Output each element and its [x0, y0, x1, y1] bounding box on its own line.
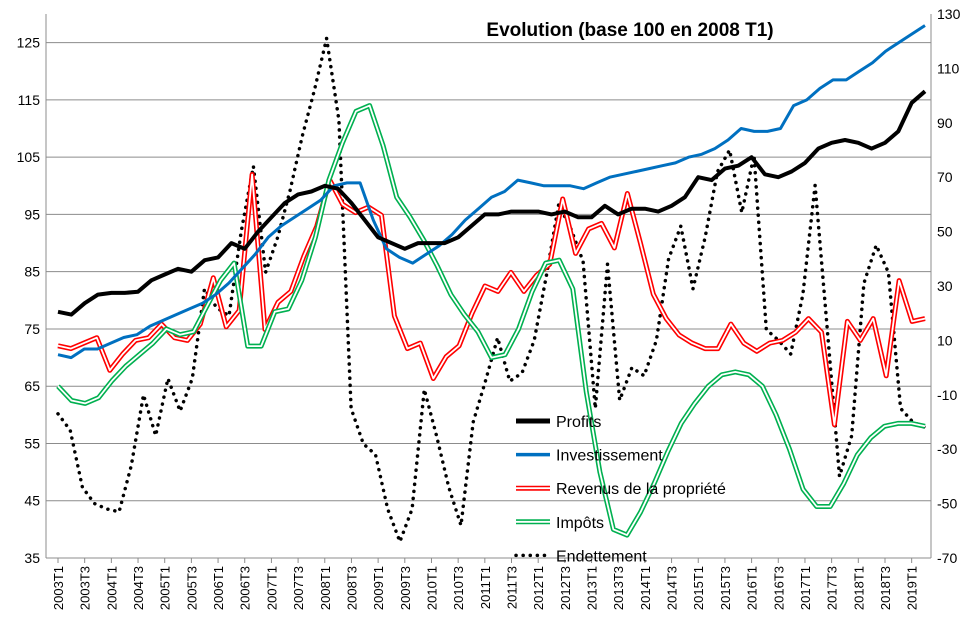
legend-item-impots: Impôts — [516, 515, 604, 532]
y-right-tick-label-8: 90 — [937, 115, 953, 131]
x-tick-label-29: 2017T3 — [825, 566, 840, 610]
x-tick-label-32: 2019T1 — [905, 566, 920, 610]
x-tick-label-12: 2009T1 — [371, 566, 386, 610]
legend: Profits Investissement Revenus de la propr… — [514, 414, 726, 565]
x-tick-label-22: 2014T1 — [638, 566, 653, 610]
legend-label-profits: Profits — [556, 414, 601, 431]
x-tick-label-0: 2003T1 — [51, 566, 66, 610]
x-tick-label-25: 2015T3 — [718, 566, 733, 610]
legend-item-revenus-de-la-propriete: Revenus de la propriété — [516, 481, 726, 498]
x-tick-label-16: 2011T1 — [478, 566, 493, 609]
x-tick-label-14: 2010T1 — [424, 566, 439, 610]
y-right-tick-label-1: -50 — [937, 496, 957, 512]
y-left-tick-label-2: 55 — [24, 435, 40, 451]
x-tick-label-27: 2016T3 — [771, 566, 786, 610]
y-right-tick-label-2: -30 — [937, 441, 957, 457]
legend-label-investissement: Investissement — [556, 448, 663, 465]
series-line-profits — [57, 89, 927, 317]
series-lines — [56, 24, 927, 544]
y-left-tick-label-5: 85 — [24, 264, 40, 280]
y-left-tick-label-1: 45 — [24, 493, 40, 509]
y-left-tick-label-4: 75 — [24, 321, 40, 337]
legend-label-revenus-de-la-propriete: Revenus de la propriété — [556, 481, 726, 498]
x-tick-label-7: 2006T3 — [238, 566, 253, 610]
x-tick-label-18: 2012T1 — [531, 566, 546, 610]
x-tick-label-6: 2006T1 — [211, 566, 226, 610]
x-tick-label-4: 2005T1 — [158, 566, 173, 610]
y-right-tick-label-4: 10 — [937, 332, 953, 348]
legend-item-profits: Profits — [516, 414, 601, 431]
x-tick-label-26: 2016T1 — [745, 566, 760, 610]
y-left-tick-label-0: 35 — [24, 550, 40, 566]
legend-item-endettement: Endettement — [514, 548, 647, 565]
x-tick-label-19: 2012T3 — [558, 566, 573, 610]
x-tick-label-17: 2011T3 — [505, 566, 520, 609]
x-tick-label-9: 2007T3 — [291, 566, 306, 610]
x-tick-label-28: 2017T1 — [798, 566, 813, 610]
axes — [45, 14, 932, 559]
x-tick-label-31: 2018T3 — [878, 566, 893, 610]
x-tick-label-24: 2015T1 — [691, 566, 706, 610]
x-tick-label-2: 2004T1 — [104, 566, 119, 610]
y-left-tick-label-7: 105 — [17, 149, 41, 165]
y-right-tick-label-6: 50 — [937, 224, 953, 240]
x-tick-label-5: 2005T3 — [184, 566, 199, 610]
y-left-tick-label-8: 115 — [18, 92, 41, 108]
series-line-core-impots — [57, 104, 926, 536]
x-tick-label-21: 2013T3 — [611, 566, 626, 610]
y-left-tick-label-3: 65 — [24, 378, 40, 394]
x-tick-label-10: 2008T1 — [318, 566, 333, 610]
y-right-tick-label-9: 110 — [937, 60, 960, 76]
y-axis-left-ticks: 35 45 55 65 75 85 95 105 115 125 — [17, 35, 41, 566]
y-right-tick-label-10: 130 — [937, 6, 961, 22]
x-tick-label-30: 2018T1 — [851, 566, 866, 610]
x-tick-label-15: 2010T3 — [451, 566, 466, 610]
y-right-tick-label-3: -10 — [937, 387, 957, 403]
x-tick-label-3: 2004T3 — [131, 566, 146, 610]
y-left-tick-label-9: 125 — [17, 35, 41, 51]
legend-label-endettement: Endettement — [556, 548, 647, 565]
x-tick-label-11: 2008T3 — [344, 566, 359, 610]
x-tick-label-20: 2013T1 — [585, 566, 600, 610]
y-right-tick-label-5: 30 — [937, 278, 953, 294]
x-axis-ticks: 2003T1 2003T3 2004T1 2004T3 2005T1 2005T3 2006… — [51, 558, 920, 610]
y-axis-right-ticks: -70 -50 -30 -10 10 30 50 70 90 110 130 — [937, 6, 961, 566]
x-tick-label-23: 2014T3 — [665, 566, 680, 610]
series-line-investissement — [57, 24, 926, 360]
legend-item-investissement: Investissement — [516, 448, 663, 465]
x-tick-label-13: 2009T3 — [398, 566, 413, 610]
legend-label-impots: Impôts — [556, 515, 604, 532]
chart-title: Evolution (base 100 en 2008 T1) — [486, 20, 773, 41]
y-left-tick-label-6: 95 — [24, 206, 40, 222]
x-tick-label-1: 2003T3 — [78, 566, 93, 610]
y-right-tick-label-0: -70 — [937, 550, 957, 566]
y-right-tick-label-7: 70 — [937, 169, 953, 185]
x-tick-label-8: 2007T1 — [264, 566, 279, 610]
